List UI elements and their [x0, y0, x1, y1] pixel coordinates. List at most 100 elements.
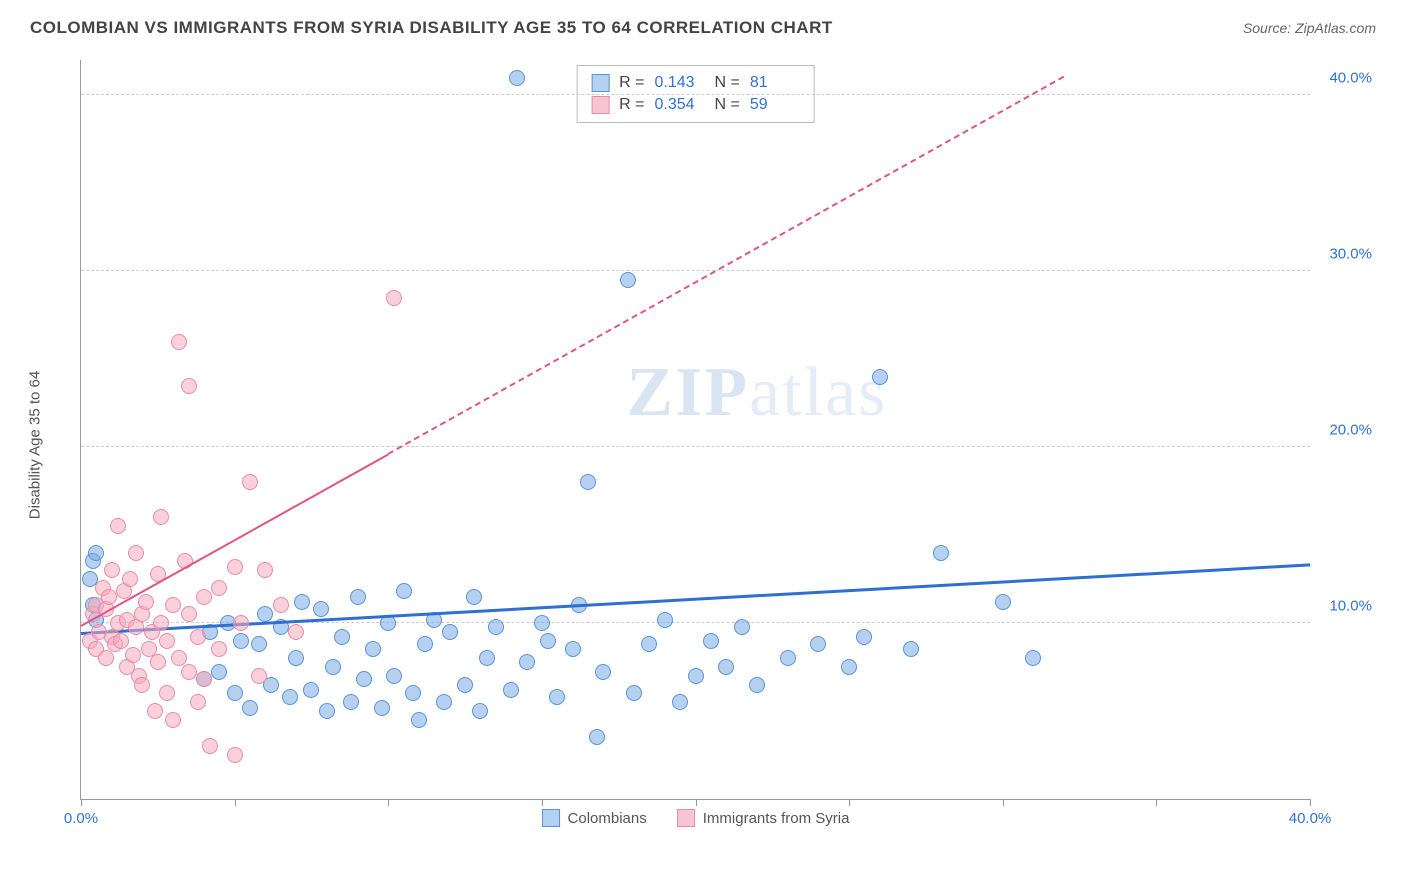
y-axis-label: Disability Age 35 to 64 [27, 371, 44, 519]
series-swatch [677, 809, 695, 827]
legend-label: Colombians [568, 810, 647, 827]
data-point [233, 615, 249, 631]
data-point [626, 685, 642, 701]
data-point [396, 583, 412, 599]
data-point [150, 654, 166, 670]
data-point [350, 589, 366, 605]
data-point [242, 700, 258, 716]
stat-r-label: R = [619, 74, 644, 92]
data-point [257, 562, 273, 578]
data-point [565, 641, 581, 657]
data-point [436, 694, 452, 710]
data-point [749, 677, 765, 693]
data-point [101, 589, 117, 605]
data-point [417, 636, 433, 652]
stats-row: R =0.143N =81 [591, 72, 800, 94]
data-point [641, 636, 657, 652]
data-point [580, 474, 596, 490]
gridline [81, 446, 1310, 447]
data-point [110, 518, 126, 534]
data-point [411, 712, 427, 728]
series-legend: Colombians Immigrants from Syria [542, 809, 850, 827]
legend-item: Immigrants from Syria [677, 809, 850, 827]
data-point [334, 629, 350, 645]
data-point [165, 712, 181, 728]
data-point [841, 659, 857, 675]
data-point [442, 624, 458, 640]
data-point [343, 694, 359, 710]
stat-n-value: 59 [750, 96, 800, 114]
data-point [181, 606, 197, 622]
data-point [147, 703, 163, 719]
data-point [780, 650, 796, 666]
data-point [488, 619, 504, 635]
data-point [319, 703, 335, 719]
data-point [233, 633, 249, 649]
x-tick [849, 799, 850, 806]
data-point [128, 545, 144, 561]
data-point [196, 671, 212, 687]
data-point [211, 580, 227, 596]
data-point [288, 624, 304, 640]
legend-item: Colombians [542, 809, 647, 827]
plot-area: ZIPatlas R =0.143N =81R =0.354N =59 Colo… [80, 60, 1310, 800]
stats-row: R =0.354N =59 [591, 94, 800, 116]
x-tick-label: 0.0% [64, 810, 98, 827]
data-point [620, 272, 636, 288]
data-point [534, 615, 550, 631]
plot-container: Disability Age 35 to 64 ZIPatlas R =0.14… [50, 60, 1380, 830]
data-point [386, 668, 402, 684]
legend-label: Immigrants from Syria [703, 810, 850, 827]
data-point [810, 636, 826, 652]
y-tick-label: 10.0% [1317, 598, 1372, 615]
gridline [81, 94, 1310, 95]
data-point [282, 689, 298, 705]
stat-r-label: R = [619, 96, 644, 114]
x-tick [388, 799, 389, 806]
data-point [138, 594, 154, 610]
data-point [251, 636, 267, 652]
source-attribution: Source: ZipAtlas.com [1243, 20, 1376, 36]
x-tick [696, 799, 697, 806]
data-point [313, 601, 329, 617]
data-point [113, 633, 129, 649]
data-point [933, 545, 949, 561]
data-point [374, 700, 390, 716]
data-point [202, 738, 218, 754]
data-point [159, 685, 175, 701]
data-point [589, 729, 605, 745]
data-point [688, 668, 704, 684]
data-point [227, 559, 243, 575]
watermark: ZIPatlas [626, 353, 887, 433]
stat-r-value: 0.354 [655, 96, 705, 114]
trend-line [81, 453, 389, 626]
data-point [734, 619, 750, 635]
data-point [125, 647, 141, 663]
data-point [211, 641, 227, 657]
data-point [122, 571, 138, 587]
x-tick [1003, 799, 1004, 806]
x-tick-label: 40.0% [1289, 810, 1332, 827]
data-point [472, 703, 488, 719]
data-point [211, 664, 227, 680]
data-point [257, 606, 273, 622]
data-point [165, 597, 181, 613]
data-point [718, 659, 734, 675]
data-point [181, 378, 197, 394]
data-point [457, 677, 473, 693]
data-point [134, 677, 150, 693]
data-point [171, 334, 187, 350]
data-point [856, 629, 872, 645]
data-point [479, 650, 495, 666]
data-point [190, 694, 206, 710]
series-swatch [591, 96, 609, 114]
x-tick [1156, 799, 1157, 806]
data-point [703, 633, 719, 649]
data-point [405, 685, 421, 701]
data-point [196, 589, 212, 605]
data-point [227, 747, 243, 763]
data-point [288, 650, 304, 666]
data-point [519, 654, 535, 670]
data-point [294, 594, 310, 610]
x-tick [81, 799, 82, 806]
